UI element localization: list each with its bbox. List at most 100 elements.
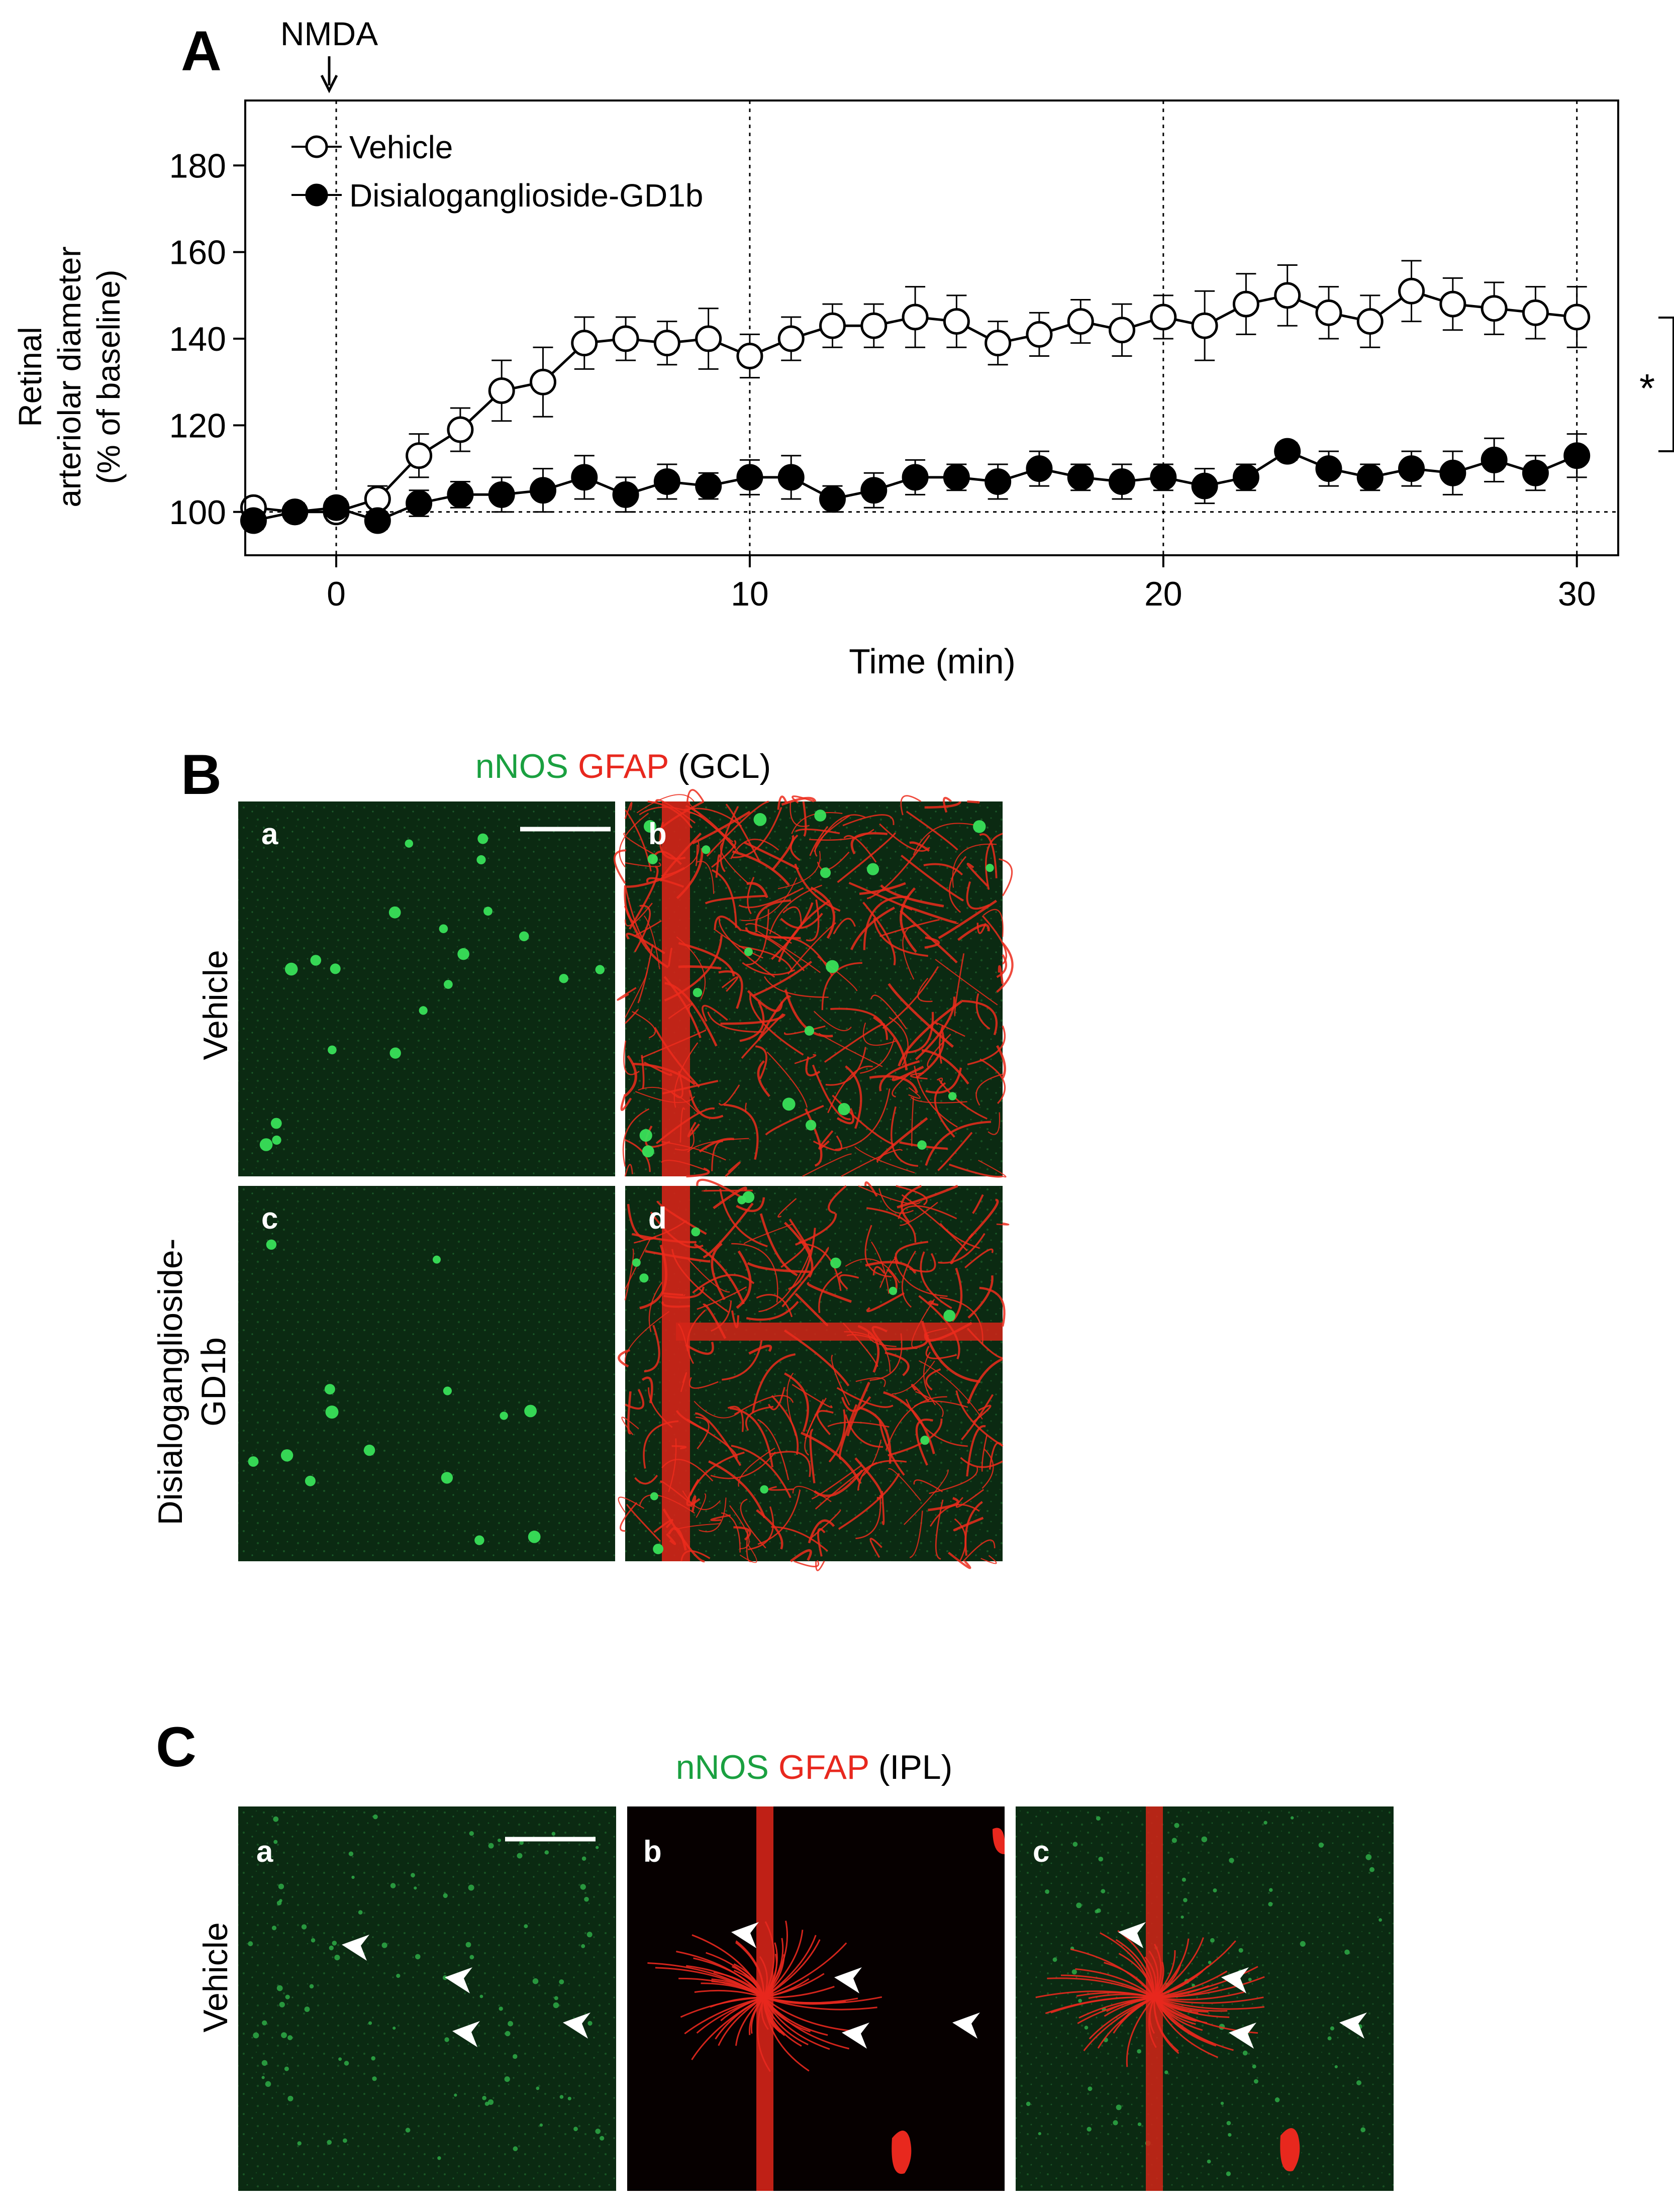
- process: [955, 1390, 1003, 1447]
- process: [731, 1310, 739, 1329]
- cell: [1356, 2080, 1361, 2085]
- process: [784, 989, 833, 1038]
- cell: [889, 1286, 898, 1295]
- process: [813, 1135, 843, 1151]
- process: [908, 1087, 921, 1099]
- process: [658, 800, 705, 831]
- data-point: [488, 377, 515, 404]
- cell: [1101, 1889, 1106, 1893]
- panel-c-letter: C: [156, 1716, 196, 1778]
- process: [718, 970, 743, 1009]
- gfap-astrocyte-network: [618, 1178, 1010, 1571]
- process: [768, 1486, 794, 1491]
- cell: [469, 1831, 474, 1836]
- cell: [1137, 2049, 1141, 2054]
- process: [711, 1243, 726, 1300]
- process: [617, 987, 637, 1001]
- process: [618, 1496, 645, 1513]
- process: [938, 1079, 988, 1120]
- data-point: [777, 464, 805, 491]
- process: [896, 1185, 928, 1206]
- process: [625, 971, 648, 1018]
- micrograph-tile-c-a: a: [238, 1806, 616, 2191]
- cell: [1263, 1821, 1267, 1825]
- process: [703, 1202, 754, 1259]
- cell: [476, 855, 486, 865]
- cell: [468, 1884, 474, 1891]
- process: [848, 882, 913, 911]
- series-gd1b: [240, 433, 1591, 534]
- process: [696, 1996, 764, 2034]
- cell: [1210, 1938, 1215, 1943]
- cell: [433, 1255, 441, 1264]
- cell: [639, 1273, 649, 1283]
- process: [735, 1996, 765, 2046]
- cell: [443, 1893, 448, 1898]
- process: [876, 1117, 928, 1163]
- cell: [1226, 2171, 1231, 2176]
- process: [844, 1331, 891, 1373]
- data-point: [281, 498, 309, 526]
- cell: [559, 1979, 564, 1984]
- process: [711, 1141, 723, 1171]
- process: [757, 1489, 801, 1545]
- data-point: [1356, 308, 1384, 335]
- process: [957, 924, 990, 941]
- process: [897, 1184, 958, 1209]
- process: [967, 800, 980, 804]
- cell: [584, 1896, 589, 1902]
- process: [925, 1067, 962, 1094]
- process: [961, 999, 998, 1036]
- process: [1045, 1996, 1155, 2015]
- process: [626, 1503, 661, 1542]
- cell: [281, 2032, 287, 2039]
- process: [623, 832, 656, 856]
- cell: [1330, 2026, 1334, 2031]
- process: [809, 1429, 816, 1483]
- cell: [261, 2076, 265, 2079]
- process: [682, 1490, 721, 1511]
- process: [747, 876, 755, 915]
- cell: [1220, 2101, 1224, 2105]
- cell: [948, 1092, 957, 1100]
- arrowhead-icon: [342, 1935, 369, 1961]
- process: [759, 1213, 798, 1276]
- process: [784, 1372, 809, 1433]
- cell: [487, 2099, 494, 2105]
- cell: [581, 1856, 586, 1861]
- cell: [553, 2002, 559, 2008]
- process: [830, 1008, 888, 1040]
- process: [688, 1090, 724, 1119]
- cell: [1344, 1949, 1350, 1955]
- cell: [311, 1938, 316, 1943]
- process: [925, 1121, 992, 1166]
- process: [980, 1555, 997, 1564]
- process: [1076, 1991, 1155, 1998]
- process: [972, 1194, 984, 1214]
- cell: [504, 2076, 510, 2082]
- process: [721, 976, 739, 992]
- process: [842, 1323, 878, 1367]
- process: [661, 841, 700, 877]
- process: [871, 1326, 888, 1350]
- x-tick-label: 10: [731, 575, 769, 613]
- cell: [309, 1984, 314, 1989]
- cell: [266, 1239, 277, 1250]
- process: [827, 1422, 890, 1428]
- process: [676, 848, 704, 899]
- cell: [517, 1853, 523, 1859]
- process: [790, 834, 801, 861]
- process: [1154, 1966, 1258, 1998]
- process: [639, 1244, 667, 1310]
- cell: [1174, 1823, 1179, 1828]
- cell: [544, 1850, 549, 1855]
- process: [881, 1491, 885, 1525]
- process: [894, 1256, 948, 1297]
- process: [777, 795, 788, 810]
- process: [678, 965, 722, 970]
- process: [1154, 1996, 1265, 2010]
- process: [689, 1451, 745, 1496]
- cell: [443, 1386, 452, 1395]
- process: [925, 1346, 957, 1359]
